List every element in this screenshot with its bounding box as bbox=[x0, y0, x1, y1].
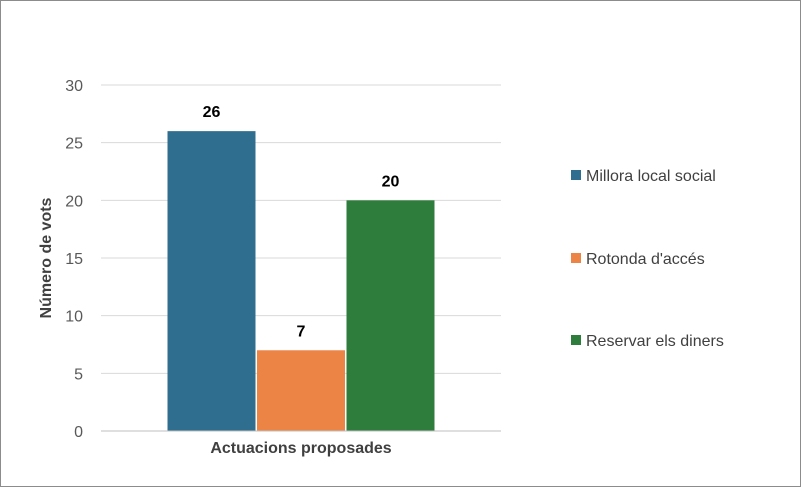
y-tick-label: 0 bbox=[74, 424, 83, 441]
x-axis-title: Actuacions proposades bbox=[210, 440, 391, 457]
bar-2 bbox=[257, 350, 345, 431]
y-tick-label: 20 bbox=[65, 193, 83, 210]
legend: Millora local social Rotonda d'accés Reser… bbox=[571, 168, 724, 350]
bar-3 bbox=[346, 200, 435, 431]
legend-label: Rotonda d'accés bbox=[586, 251, 705, 268]
legend-swatch bbox=[571, 253, 581, 263]
data-labels: 26 7 20 bbox=[203, 104, 400, 340]
y-axis-title: Número de vots bbox=[38, 197, 55, 318]
legend-label: Millora local social bbox=[586, 168, 716, 185]
y-axis-ticks: 0 5 10 15 20 25 30 bbox=[65, 78, 83, 441]
legend-swatch bbox=[571, 335, 581, 345]
data-label: 7 bbox=[297, 323, 306, 340]
bars bbox=[167, 131, 435, 431]
y-tick-label: 5 bbox=[74, 366, 83, 383]
legend-label: Reservar els diners bbox=[586, 333, 724, 350]
data-label: 20 bbox=[382, 173, 400, 190]
bar-1 bbox=[167, 131, 256, 431]
y-tick-label: 10 bbox=[65, 309, 83, 326]
y-tick-label: 30 bbox=[65, 78, 83, 95]
data-label: 26 bbox=[203, 104, 221, 121]
y-tick-label: 15 bbox=[65, 251, 83, 268]
legend-swatch bbox=[571, 170, 581, 180]
y-tick-label: 25 bbox=[65, 136, 83, 153]
